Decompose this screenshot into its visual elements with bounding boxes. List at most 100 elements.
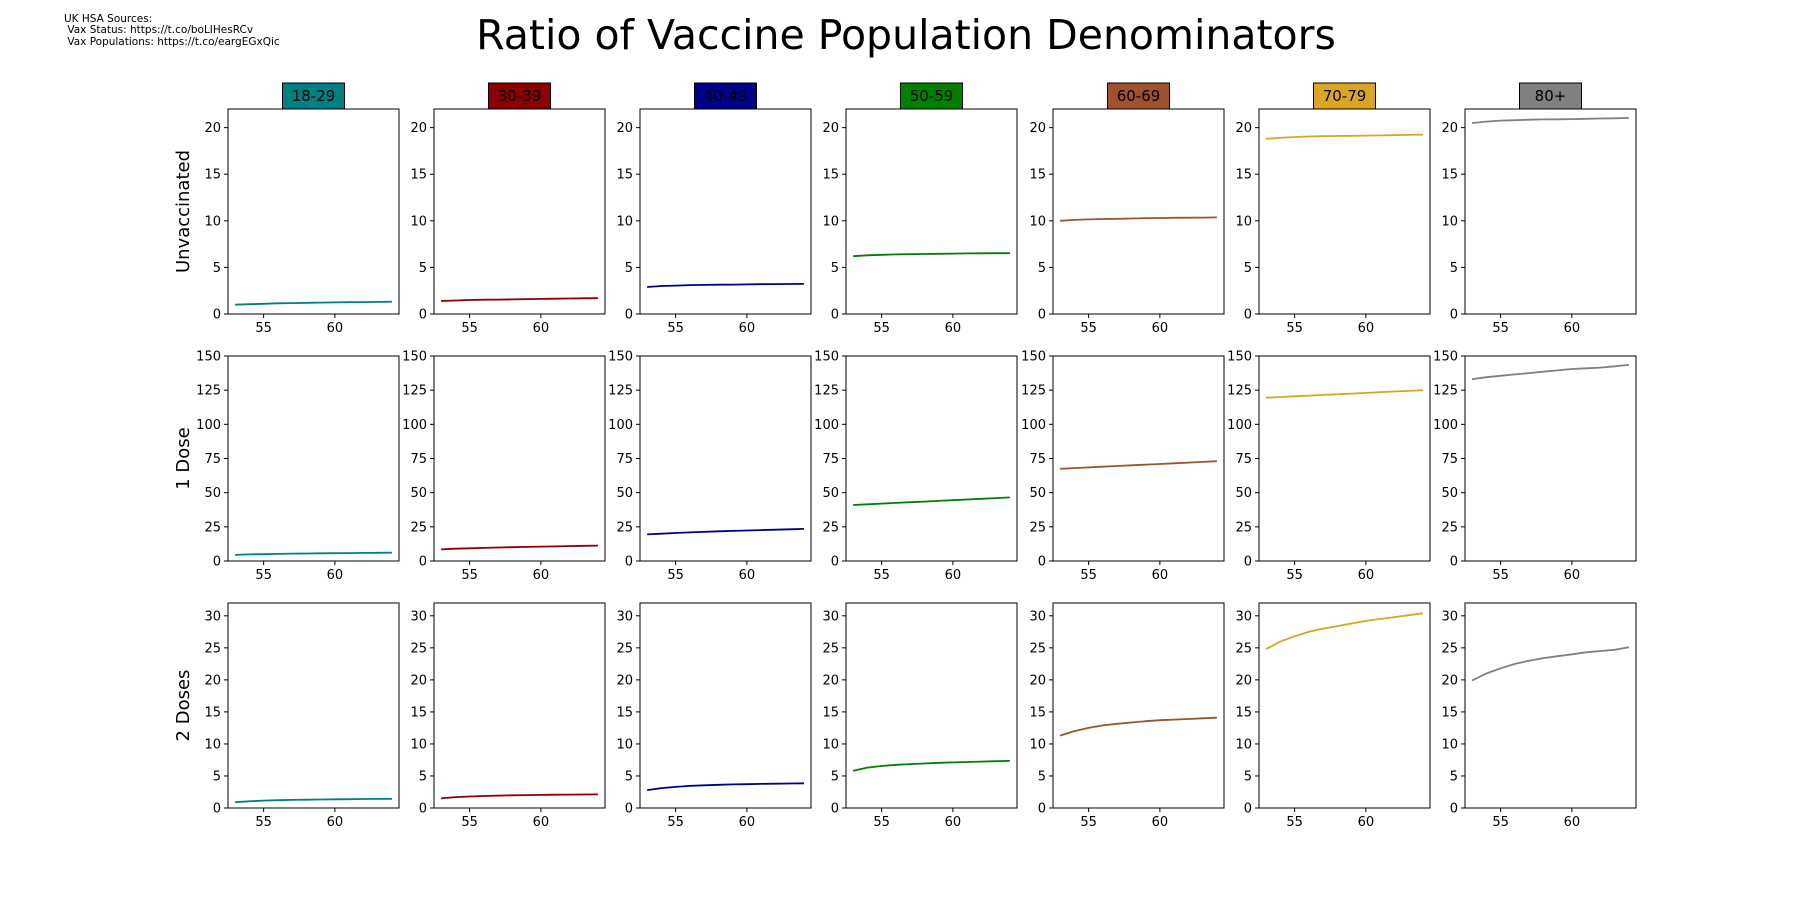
x-tick-label: 55	[873, 568, 890, 583]
y-tick-label: 25	[204, 520, 221, 535]
panel: 0 25 50 75 100 125 150 55 60	[402, 350, 606, 583]
series-line	[441, 793, 598, 800]
x-tick-label: 55	[873, 815, 890, 830]
y-tick-label: 25	[616, 641, 633, 656]
sources-note: UK HSA Sources: Vax Status: https://t.co…	[64, 13, 280, 48]
y-tick-label: 30	[1441, 609, 1458, 624]
panel: 0 25 50 75 100 125 150 55 60	[1227, 350, 1431, 583]
x-tick-label: 60	[1564, 568, 1581, 583]
series-line	[235, 300, 392, 306]
series-line	[852, 760, 1010, 772]
y-tick-label: 100	[608, 418, 633, 433]
y-tick-label: 150	[1433, 350, 1458, 365]
x-tick-label: 60	[1152, 321, 1169, 336]
y-tick-label: 25	[822, 641, 839, 656]
y-tick-label: 50	[822, 486, 839, 501]
x-tick-label: 55	[1080, 815, 1097, 830]
axes-frame	[1258, 108, 1431, 315]
x-tick-label: 55	[1286, 815, 1303, 830]
y-tick-label: 150	[1021, 350, 1046, 365]
y-tick-label: 50	[1441, 486, 1458, 501]
y-tick-label: 0	[625, 555, 633, 570]
series-line	[235, 551, 392, 556]
x-tick-label: 60	[1152, 815, 1169, 830]
series-line	[853, 252, 1010, 258]
x-tick-label: 55	[667, 568, 684, 583]
y-tick-label: 10	[1441, 214, 1458, 229]
panel: 0 25 50 75 100 125 150 55 60	[1021, 350, 1225, 583]
y-tick-label: 10	[1441, 737, 1458, 752]
x-tick-label: 60	[739, 321, 756, 336]
y-tick-label: 25	[1235, 641, 1252, 656]
axes-frame	[1464, 355, 1637, 562]
y-tick-label: 0	[625, 308, 633, 323]
y-tick-label: 25	[1441, 641, 1458, 656]
y-tick-label: 150	[608, 350, 633, 365]
x-tick-label: 55	[461, 815, 478, 830]
column-header-box	[1313, 82, 1376, 110]
column-label: 50-59	[910, 87, 954, 105]
y-tick-label: 15	[822, 168, 839, 183]
x-tick-label: 55	[667, 321, 684, 336]
axes-frame	[845, 355, 1018, 562]
y-tick-label: 10	[204, 214, 221, 229]
x-tick-label: 55	[1286, 568, 1303, 583]
panel: 70-79 0 5 10 15 20 55 60	[1235, 82, 1431, 336]
y-tick-label: 10	[1235, 214, 1252, 229]
axes-frame	[227, 602, 400, 809]
series-line	[1471, 646, 1630, 682]
y-tick-label: 15	[1441, 168, 1458, 183]
y-tick-label: 125	[196, 384, 221, 399]
y-tick-label: 15	[1441, 705, 1458, 720]
axes-frame	[1258, 355, 1431, 562]
y-tick-label: 20	[410, 121, 427, 136]
panel: 0 5 10 15 20 25 30 55 60	[1029, 602, 1225, 830]
y-tick-label: 25	[1029, 641, 1046, 656]
series-line	[1471, 364, 1629, 381]
column-label: 18-29	[292, 87, 336, 105]
y-tick-label: 0	[831, 555, 839, 570]
y-tick-label: 125	[1227, 384, 1252, 399]
x-tick-label: 55	[1286, 321, 1303, 336]
y-tick-label: 150	[1227, 350, 1252, 365]
y-tick-label: 0	[419, 555, 427, 570]
y-tick-label: 5	[831, 769, 839, 784]
y-tick-label: 15	[1029, 705, 1046, 720]
x-tick-label: 60	[327, 815, 344, 830]
y-tick-label: 5	[1450, 261, 1458, 276]
vax-populations-source: Vax Populations: https://t.co/eargEGxQic	[64, 36, 280, 48]
y-tick-label: 50	[1029, 486, 1046, 501]
axes-frame	[1052, 355, 1225, 562]
x-tick-label: 55	[461, 568, 478, 583]
x-tick-label: 55	[255, 568, 272, 583]
x-tick-label: 55	[1492, 321, 1509, 336]
x-tick-label: 60	[739, 568, 756, 583]
y-tick-label: 30	[1235, 609, 1252, 624]
y-tick-label: 5	[213, 261, 221, 276]
y-tick-label: 75	[1441, 452, 1458, 467]
panel: 40-49 0 5 10 15 20 55 60	[616, 82, 812, 336]
y-tick-label: 5	[419, 261, 427, 276]
y-tick-label: 5	[831, 261, 839, 276]
axes-frame	[845, 108, 1018, 315]
y-tick-label: 15	[204, 705, 221, 720]
y-tick-label: 150	[402, 350, 427, 365]
y-tick-label: 75	[410, 452, 427, 467]
y-tick-label: 15	[1235, 168, 1252, 183]
y-tick-label: 15	[822, 705, 839, 720]
series-line	[1472, 117, 1629, 124]
x-tick-label: 60	[1358, 568, 1375, 583]
y-tick-label: 150	[196, 350, 221, 365]
series-line	[1266, 133, 1423, 140]
axes-frame	[845, 602, 1018, 809]
series-line	[441, 544, 598, 551]
y-tick-label: 0	[1038, 308, 1046, 323]
panel: 0 25 50 75 100 125 150 55 60	[608, 350, 812, 583]
y-tick-label: 20	[1441, 673, 1458, 688]
axes-frame	[1464, 602, 1637, 809]
y-tick-label: 15	[410, 168, 427, 183]
y-tick-label: 100	[196, 418, 221, 433]
y-tick-label: 5	[1450, 769, 1458, 784]
axes-frame	[639, 108, 812, 315]
